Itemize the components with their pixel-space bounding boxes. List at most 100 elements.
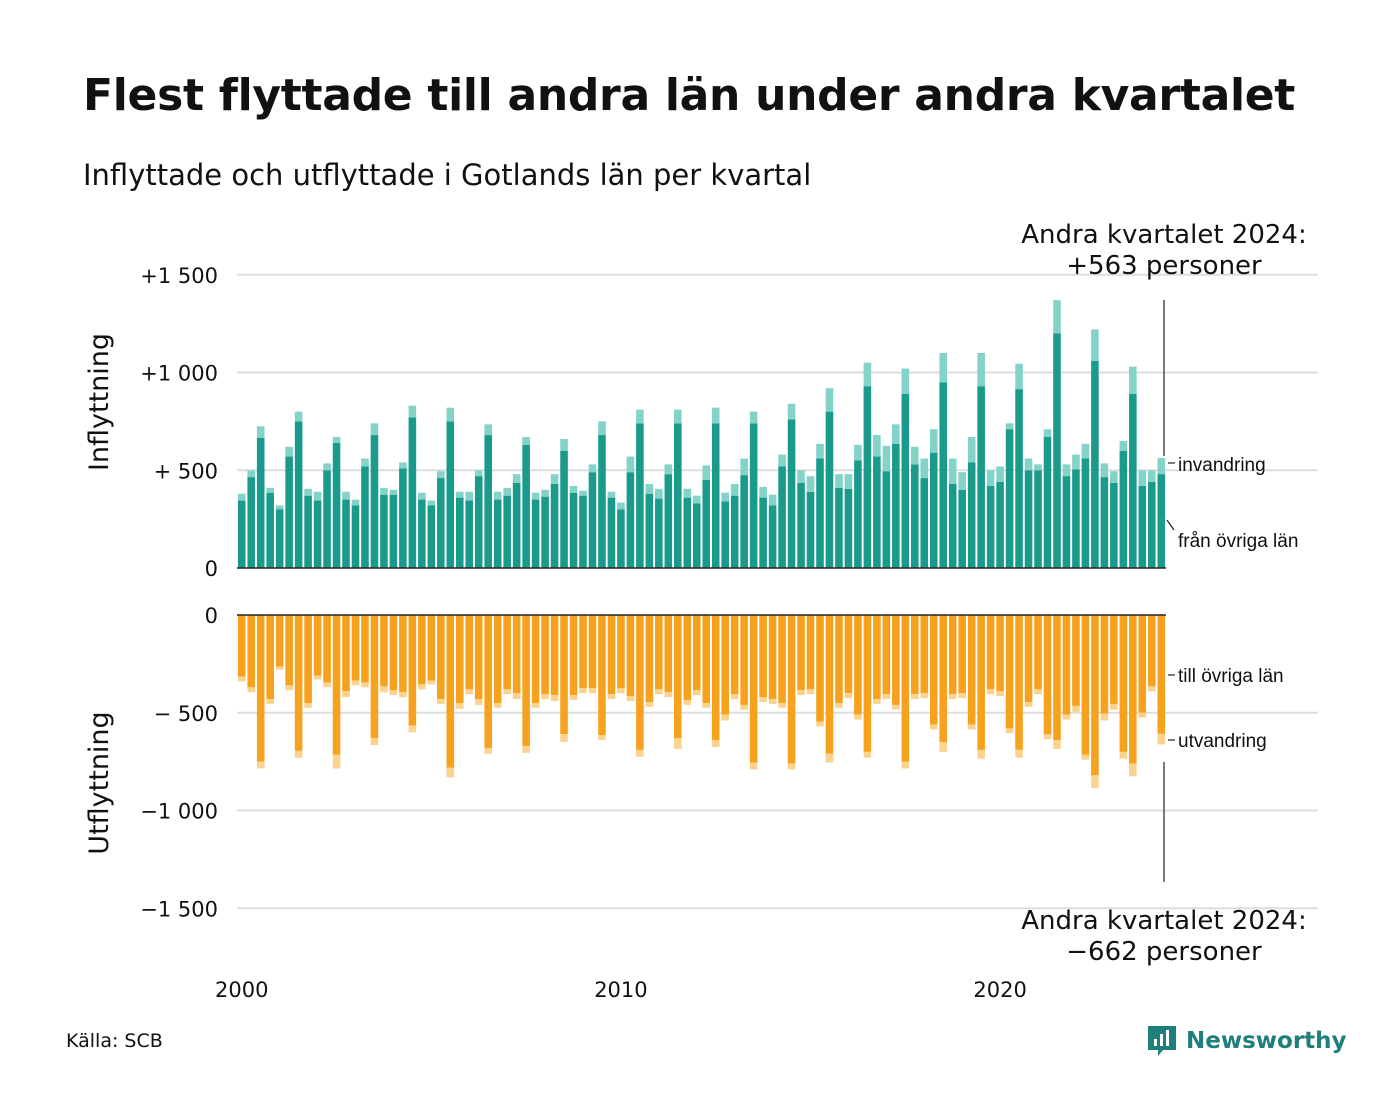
bar-till-ovriga-lan xyxy=(929,615,938,725)
bar-invandring xyxy=(825,388,834,412)
bar-till-ovriga-lan xyxy=(683,615,692,701)
bar-fran-ovriga-lan xyxy=(503,495,511,568)
bar-utvandring xyxy=(778,702,786,708)
bar-invandring xyxy=(882,445,891,472)
bar-utvandring xyxy=(948,694,957,700)
bar-till-ovriga-lan xyxy=(825,615,834,754)
y-tick-labels: 0 + 500 +1 000 +1 500 0 − 500 −1 000 −1 500 xyxy=(140,264,218,922)
bar-till-ovriga-lan xyxy=(977,615,985,750)
bar-invandring xyxy=(399,462,407,469)
bar-invandring xyxy=(797,470,805,483)
bar-invandring xyxy=(465,491,474,501)
bar-fran-ovriga-lan xyxy=(1081,458,1090,568)
bar-fran-ovriga-lan xyxy=(692,503,701,568)
bar-fran-ovriga-lan xyxy=(1138,485,1147,568)
newsworthy-logo-icon xyxy=(1148,1026,1176,1056)
bar-utvandring xyxy=(474,699,483,705)
bar-fran-ovriga-lan xyxy=(825,411,834,568)
bar-utvandring xyxy=(522,745,530,753)
bar-invandring xyxy=(892,424,900,444)
bar-till-ovriga-lan xyxy=(503,615,511,690)
bar-till-ovriga-lan xyxy=(910,615,919,695)
bar-fran-ovriga-lan xyxy=(493,499,502,568)
bar-till-ovriga-lan xyxy=(474,615,483,700)
bar-utvandring xyxy=(351,680,360,686)
bar-fran-ovriga-lan xyxy=(740,475,748,568)
bar-utvandring xyxy=(986,689,995,695)
bar-till-ovriga-lan xyxy=(1138,615,1147,713)
bar-fran-ovriga-lan xyxy=(702,480,711,568)
bar-invandring xyxy=(380,487,388,495)
bar-utvandring xyxy=(863,751,872,758)
bar-utvandring xyxy=(967,724,976,730)
bar-utvandring xyxy=(332,754,341,769)
bar-fran-ovriga-lan xyxy=(588,472,597,568)
bar-utvandring xyxy=(361,682,369,688)
bar-utvandring xyxy=(313,675,322,680)
bar-invandring xyxy=(304,488,312,496)
bar-fran-ovriga-lan xyxy=(1157,474,1166,568)
bar-invandring xyxy=(806,476,815,492)
bar-utvandring xyxy=(655,689,663,695)
bar-fran-ovriga-lan xyxy=(332,442,341,568)
bar-till-ovriga-lan xyxy=(455,615,464,703)
bar-till-ovriga-lan xyxy=(550,615,559,696)
y-tick-label: 0 xyxy=(205,604,218,628)
bar-utvandring xyxy=(1119,751,1128,759)
bar-utvandring xyxy=(323,682,331,688)
bar-utvandring xyxy=(531,702,540,708)
bar-invandring xyxy=(674,409,682,424)
bar-invandring xyxy=(569,485,578,493)
bars xyxy=(237,300,1166,789)
bar-invandring xyxy=(986,470,995,486)
bar-fran-ovriga-lan xyxy=(389,494,398,568)
bar-fran-ovriga-lan xyxy=(996,481,1004,568)
bar-utvandring xyxy=(929,724,938,730)
bar-fran-ovriga-lan xyxy=(835,487,843,568)
bar-fran-ovriga-lan xyxy=(636,423,644,568)
bar-invandring xyxy=(351,499,360,506)
axis-title-utflyttning: Utflyttning xyxy=(84,711,115,854)
bar-invandring xyxy=(939,352,948,383)
bar-utvandring xyxy=(920,693,929,699)
bar-invandring xyxy=(1138,470,1147,486)
bar-invandring xyxy=(1129,366,1137,395)
bar-invandring xyxy=(787,403,796,420)
bar-invandring xyxy=(1053,300,1061,334)
bar-till-ovriga-lan xyxy=(901,615,910,762)
bar-fran-ovriga-lan xyxy=(711,423,720,568)
bar-invandring xyxy=(1147,470,1156,482)
bar-invandring xyxy=(1034,464,1042,471)
bar-invandring xyxy=(645,483,654,494)
bar-fran-ovriga-lan xyxy=(569,492,578,568)
series-label-invandring: invandring xyxy=(1178,455,1266,476)
bar-till-ovriga-lan xyxy=(816,615,824,722)
bar-fran-ovriga-lan xyxy=(882,471,891,568)
bar-utvandring xyxy=(1053,740,1061,749)
bar-till-ovriga-lan xyxy=(275,615,284,667)
bar-invandring xyxy=(740,458,748,476)
bar-utvandring xyxy=(607,694,616,700)
bar-utvandring xyxy=(692,690,701,696)
bar-utvandring xyxy=(854,714,862,720)
bar-fran-ovriga-lan xyxy=(342,499,350,568)
bar-invandring xyxy=(247,470,256,478)
bar-invandring xyxy=(560,438,568,451)
bar-fran-ovriga-lan xyxy=(1034,470,1042,568)
bar-utvandring xyxy=(882,694,891,700)
y-tick-label: 0 xyxy=(205,557,218,581)
bar-till-ovriga-lan xyxy=(484,615,493,748)
bar-fran-ovriga-lan xyxy=(977,386,985,568)
bar-fran-ovriga-lan xyxy=(901,394,910,568)
bar-utvandring xyxy=(569,695,578,701)
bar-till-ovriga-lan xyxy=(939,615,948,743)
bar-invandring xyxy=(437,471,445,479)
bar-invandring xyxy=(313,491,322,501)
bar-till-ovriga-lan xyxy=(863,615,872,752)
bar-invandring xyxy=(920,458,929,479)
bar-fran-ovriga-lan xyxy=(579,495,587,568)
bar-till-ovriga-lan xyxy=(598,615,606,736)
bar-fran-ovriga-lan xyxy=(1129,394,1137,568)
bar-fran-ovriga-lan xyxy=(351,505,360,568)
bar-invandring xyxy=(778,454,786,467)
